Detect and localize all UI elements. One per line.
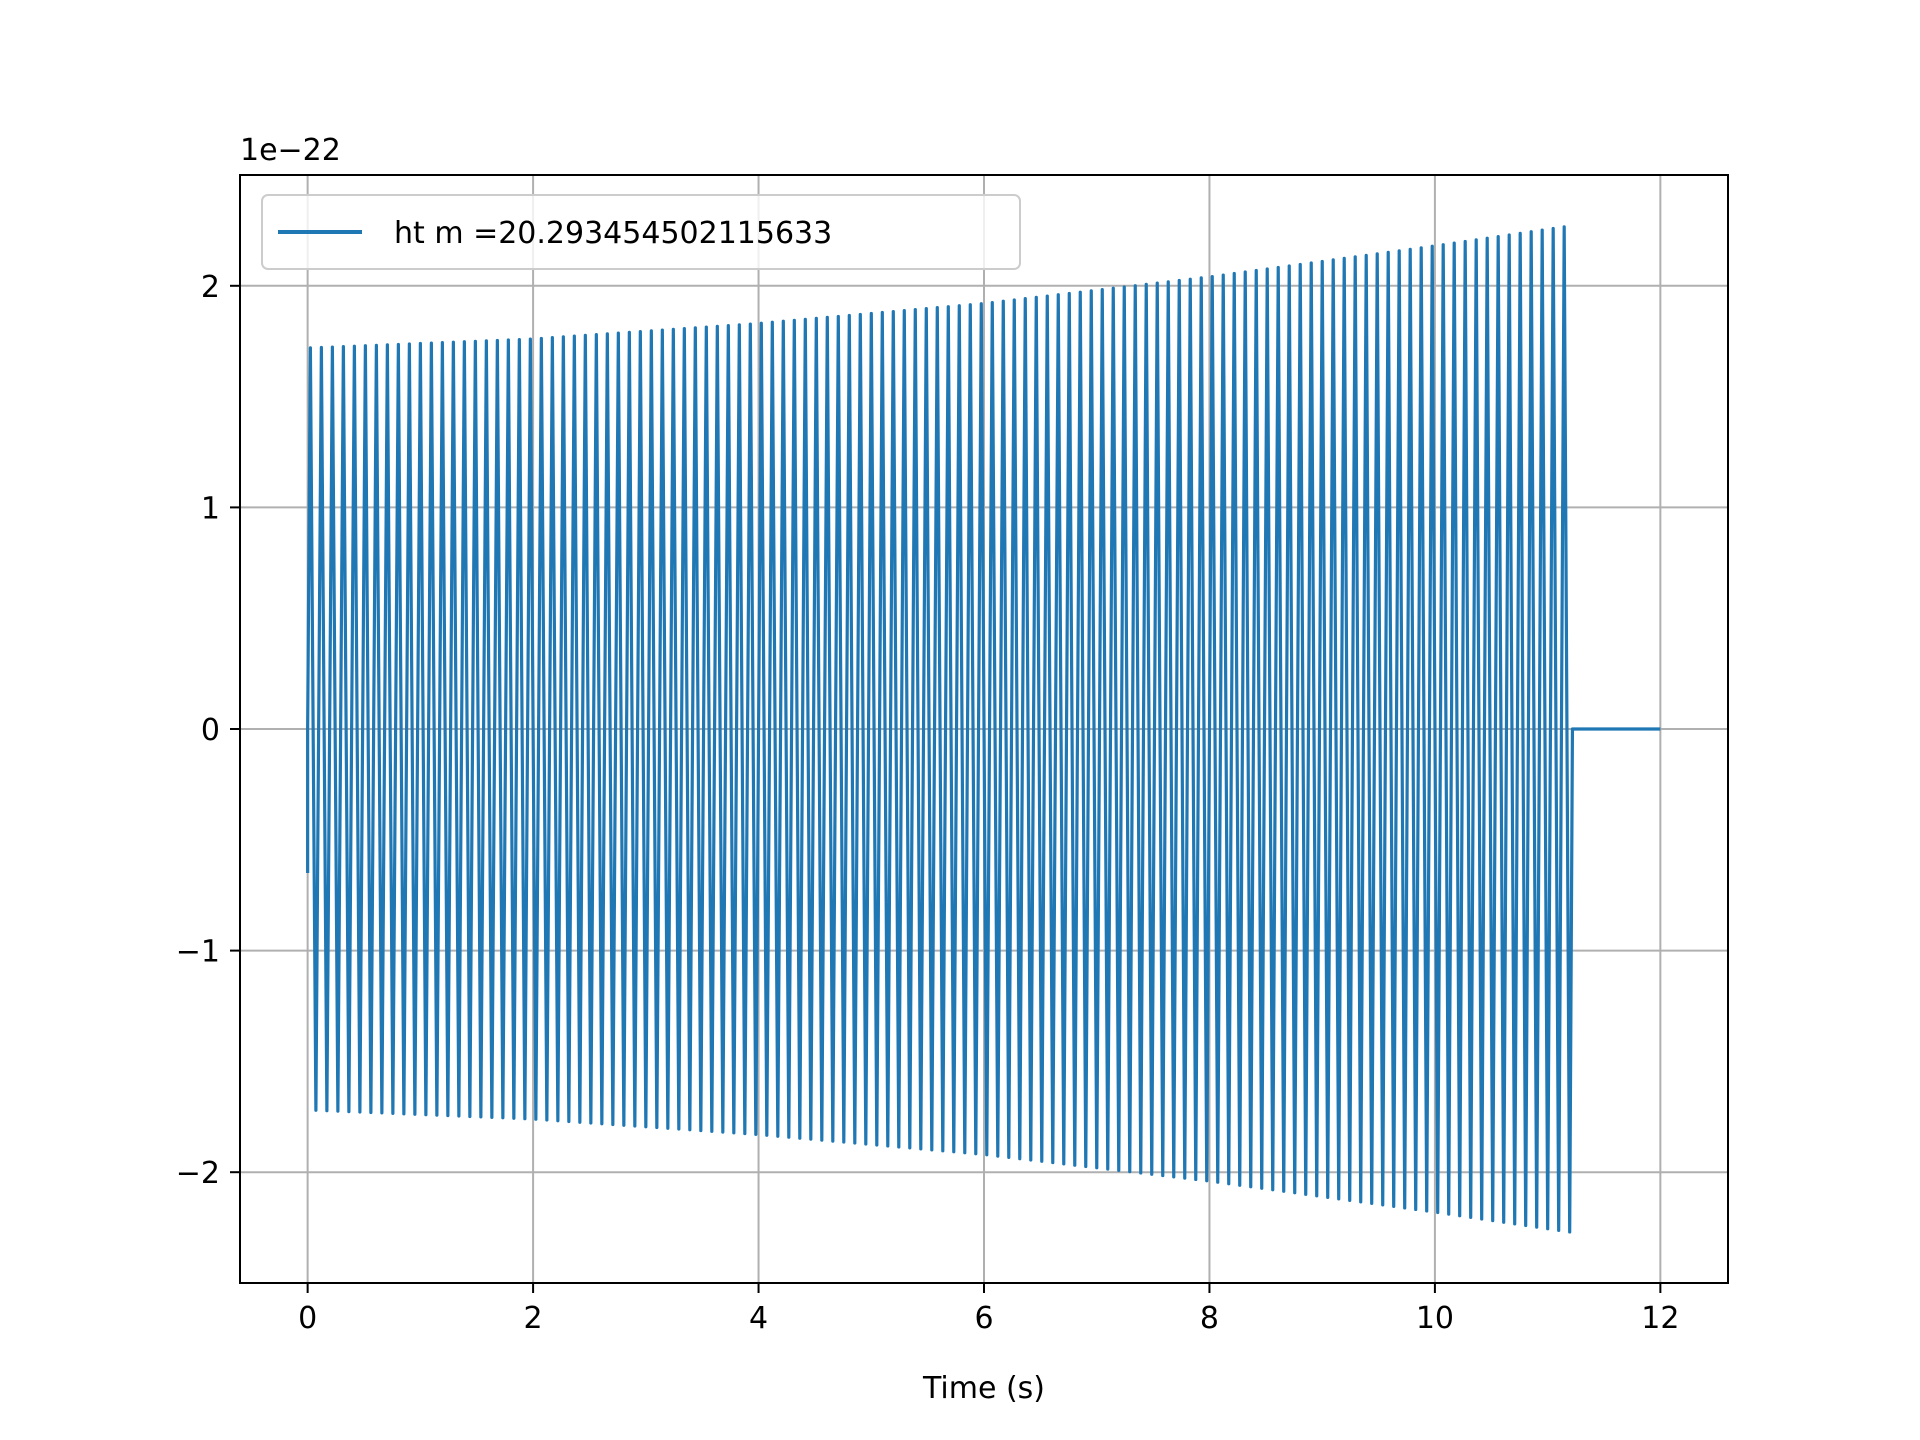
legend: ht m =20.293454502115633 [261, 194, 1021, 270]
y-offset-label: 1e−22 [240, 133, 341, 168]
x-tick-label: 12 [1641, 1301, 1679, 1336]
y-tick-label: −1 [176, 935, 220, 970]
y-tick-label: 2 [201, 270, 220, 305]
legend-box [261, 194, 1021, 270]
x-axis-label: Time (s) [922, 1371, 1045, 1406]
x-tick-label: 0 [298, 1301, 317, 1336]
y-tick-label: 1 [201, 491, 220, 526]
x-tick-label: 10 [1416, 1301, 1454, 1336]
x-tick-label: 6 [974, 1301, 993, 1336]
series-line [306, 225, 1661, 1234]
y-tick-label: 0 [201, 713, 220, 748]
x-tick-label: 8 [1200, 1301, 1219, 1336]
legend-entry-label: ht m =20.293454502115633 [394, 216, 832, 251]
y-tick-label: −2 [176, 1156, 220, 1191]
x-tick-label: 4 [749, 1301, 768, 1336]
series-path [306, 225, 1661, 1234]
x-tick-label: 2 [524, 1301, 543, 1336]
